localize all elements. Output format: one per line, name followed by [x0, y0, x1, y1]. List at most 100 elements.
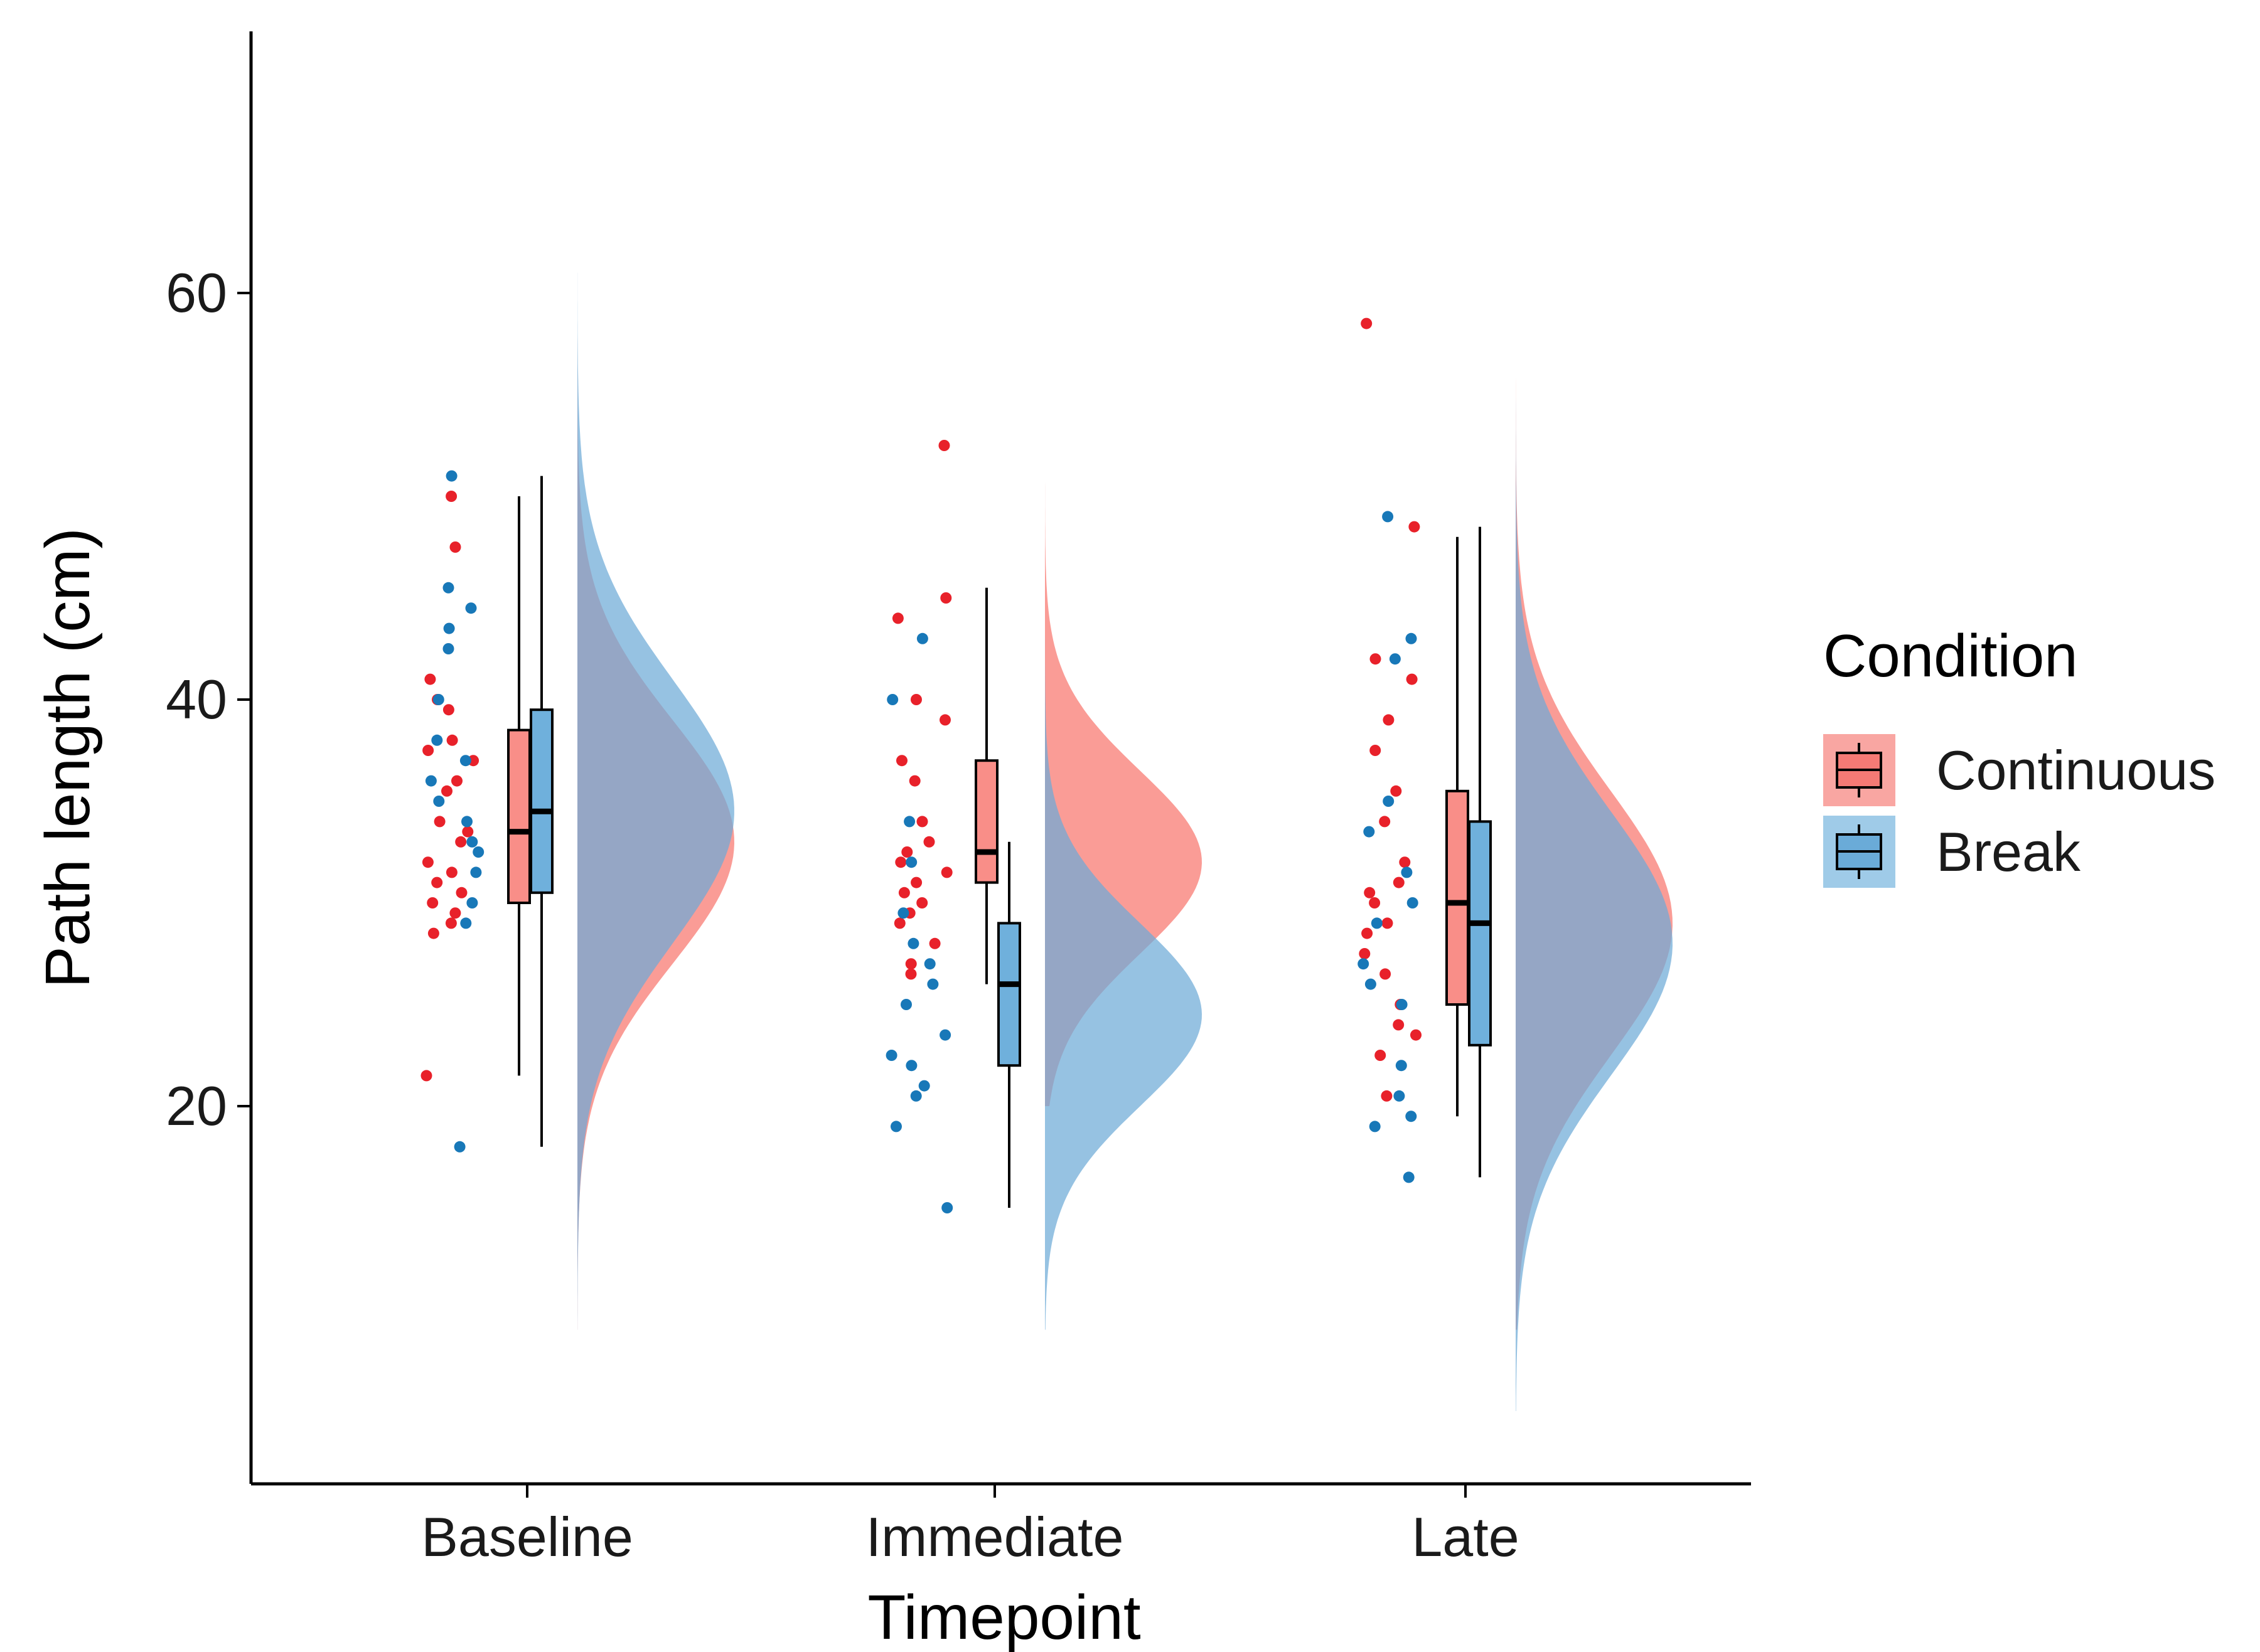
data-point-continuous — [1381, 917, 1393, 929]
box-break — [1468, 820, 1492, 1047]
data-point-break — [1369, 1121, 1381, 1132]
data-point-continuous — [940, 714, 951, 726]
data-point-break — [461, 816, 473, 828]
data-point-continuous — [1408, 521, 1420, 533]
data-point-continuous — [456, 887, 468, 898]
data-point-break — [910, 1090, 922, 1102]
box-break — [997, 922, 1021, 1067]
box-continuous — [975, 759, 999, 884]
data-point-continuous — [1364, 887, 1376, 898]
data-point-continuous — [1406, 673, 1418, 685]
data-point-break — [466, 836, 478, 848]
data-point-break — [1405, 1111, 1417, 1122]
data-point-break — [432, 694, 444, 705]
data-point-break — [1371, 917, 1383, 929]
data-point-continuous — [446, 866, 458, 878]
data-point-continuous — [940, 592, 952, 604]
data-point-continuous — [938, 440, 950, 451]
data-point-break — [1363, 826, 1375, 838]
data-point-continuous — [420, 1070, 432, 1082]
data-point-continuous — [901, 846, 913, 858]
x-axis-ticks: Baseline Immediate Late — [421, 1484, 1519, 1568]
data-point-continuous — [1374, 1050, 1386, 1061]
box-continuous — [507, 728, 531, 904]
data-point-continuous — [894, 917, 906, 929]
density-cloud-break — [1516, 191, 1673, 1411]
data-point-break — [425, 775, 437, 787]
data-point-continuous — [1369, 897, 1381, 909]
data-point-continuous — [916, 816, 928, 828]
data-point-continuous — [431, 877, 443, 888]
legend: Condition Continuous Break — [1823, 622, 2215, 888]
data-point-continuous — [896, 755, 908, 767]
data-point-break — [901, 999, 912, 1010]
data-point-break — [1405, 632, 1417, 644]
data-point-break — [473, 846, 485, 858]
data-point-break — [443, 622, 455, 634]
data-point-continuous — [898, 887, 910, 898]
box-continuous — [1445, 789, 1469, 1006]
data-point-continuous — [1359, 948, 1371, 959]
y-axis-title: Path length (cm) — [33, 528, 103, 988]
legend-label-continuous: Continuous — [1936, 739, 2215, 801]
data-point-continuous — [895, 856, 907, 868]
data-point-break — [1395, 1060, 1407, 1072]
data-point-continuous — [1369, 745, 1381, 756]
data-point-continuous — [929, 937, 941, 949]
data-point-break — [941, 1202, 953, 1213]
data-point-continuous — [1381, 1090, 1393, 1102]
data-point-break — [470, 866, 482, 878]
data-point-break — [927, 978, 939, 990]
data-point-break — [886, 1050, 897, 1061]
data-point-break — [1396, 999, 1408, 1010]
data-point-continuous — [905, 968, 917, 980]
data-point-continuous — [909, 775, 921, 787]
data-point-break — [1401, 866, 1413, 878]
data-point-continuous — [1379, 968, 1391, 980]
data-point-continuous — [1390, 785, 1402, 797]
density-cloud-break — [577, 272, 734, 1330]
data-point-continuous — [424, 673, 436, 685]
data-point-continuous — [451, 775, 463, 787]
data-point-continuous — [434, 816, 446, 828]
data-point-continuous — [462, 826, 474, 838]
y-tick-label: 60 — [166, 262, 227, 324]
data-point-break — [1364, 978, 1376, 990]
data-point-break — [433, 796, 445, 807]
data-point-continuous — [892, 612, 904, 624]
data-point-continuous — [449, 907, 461, 919]
data-point-break — [454, 1141, 466, 1153]
data-point-continuous — [1410, 1029, 1422, 1041]
data-point-continuous — [427, 897, 439, 909]
data-point-break — [906, 856, 918, 868]
data-point-break — [1393, 1090, 1405, 1102]
data-point-continuous — [1383, 714, 1395, 726]
data-point-continuous — [455, 836, 467, 848]
data-point-continuous — [911, 877, 923, 888]
data-point-continuous — [442, 704, 454, 716]
data-point-continuous — [1393, 1019, 1405, 1031]
data-point-continuous — [916, 897, 928, 909]
data-point-continuous — [1379, 816, 1391, 828]
y-tick-label: 40 — [166, 668, 227, 730]
data-point-break — [442, 643, 454, 654]
data-point-break — [924, 958, 936, 970]
data-point-continuous — [941, 866, 953, 878]
data-point-continuous — [441, 785, 453, 797]
data-point-break — [887, 694, 899, 705]
legend-label-break: Break — [1936, 821, 2081, 883]
data-point-break — [1403, 1171, 1415, 1183]
data-point-continuous — [1361, 317, 1373, 329]
data-point-break — [897, 907, 909, 919]
data-point-continuous — [422, 745, 434, 756]
data-point-break — [1383, 796, 1395, 807]
data-point-break — [1382, 511, 1394, 523]
y-axis-ticks: 20 40 60 — [166, 262, 251, 1137]
data-point-break — [918, 1080, 930, 1092]
data-point-continuous — [422, 856, 434, 868]
data-point-break — [431, 734, 443, 746]
data-point-break — [1389, 653, 1401, 665]
data-point-continuous — [923, 836, 935, 848]
data-point-continuous — [1361, 927, 1373, 939]
